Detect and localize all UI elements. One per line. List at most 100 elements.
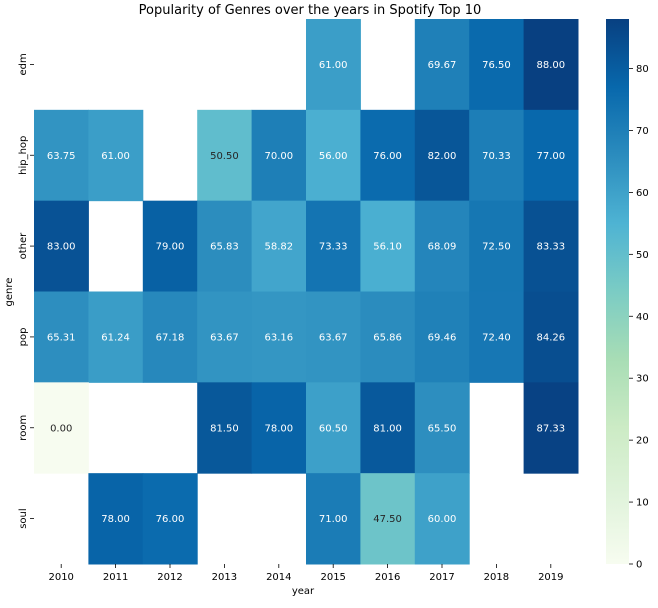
y-tick-label: pop: [18, 328, 29, 347]
heatmap-cell: [360, 200, 416, 292]
heatmap-cell: [251, 291, 307, 383]
heatmap-cell-labels: 61.00 69.67 76.50 88.00 63.75 61.00 50.50 70.00…: [47, 60, 565, 525]
x-tick-label: 2010: [48, 572, 73, 583]
cell-value-label: 56.00: [319, 151, 348, 162]
y-tick-label: soul: [18, 508, 29, 528]
colorbar-ticks: 0 10 20 30 40 50 60 70 80: [629, 64, 649, 571]
cell-value-label: 65.31: [47, 332, 76, 343]
x-tick-label: 2011: [103, 572, 128, 583]
heatmap-cell: [197, 382, 253, 474]
x-tick-label: 2015: [320, 572, 345, 583]
cell-value-label: 78.00: [101, 514, 130, 525]
cell-value-label: 70.33: [482, 151, 511, 162]
cell-value-label: 65.83: [210, 242, 239, 253]
colorbar: [606, 19, 629, 564]
heatmap-cell: [34, 291, 89, 383]
colorbar-tick-label: 0: [636, 560, 642, 571]
cell-value-label: 63.67: [210, 332, 239, 343]
heatmap-cell: [142, 291, 198, 383]
heatmap-cell: [414, 382, 470, 474]
cell-value-label: 70.00: [264, 151, 293, 162]
cell-value-label: 84.26: [536, 332, 565, 343]
cell-value-label: 87.33: [536, 423, 565, 434]
cell-value-label: 68.09: [428, 242, 457, 253]
cell-value-label: 72.40: [482, 332, 511, 343]
chart-title: Popularity of Genres over the years in S…: [139, 3, 482, 18]
cell-value-label: 79.00: [156, 242, 185, 253]
x-axis: 2010 2011 2012 2013 2014 2015 2016 2017 2018 2019: [48, 564, 564, 583]
heatmap-cell: [523, 19, 579, 111]
cell-value-label: 71.00: [319, 514, 348, 525]
cell-value-label: 63.16: [264, 332, 293, 343]
heatmap-cell: [523, 382, 579, 474]
heatmap-cell: [360, 109, 416, 202]
colorbar-tick-label: 20: [636, 436, 649, 447]
cell-value-label: 58.82: [264, 242, 293, 253]
heatmap-cell: [88, 291, 144, 383]
cell-value-label: 81.50: [210, 423, 239, 434]
heatmap-cell: [251, 200, 307, 292]
cell-value-label: 76.00: [156, 514, 185, 525]
colorbar-tick-label: 70: [636, 126, 649, 137]
y-tick-label: room: [18, 415, 29, 441]
colorbar-tick-label: 60: [636, 188, 649, 199]
cell-value-label: 60.00: [428, 514, 457, 525]
x-axis-label: year: [292, 586, 315, 597]
heatmap-cell: [306, 19, 361, 111]
heatmap-cell: [197, 291, 253, 383]
cell-value-label: 60.50: [319, 423, 348, 434]
x-tick-label: 2012: [157, 572, 182, 583]
heatmap-cell: [469, 19, 525, 111]
colorbar-tick-label: 50: [636, 250, 649, 261]
cell-value-label: 50.50: [210, 151, 239, 162]
heatmap-cell: [34, 200, 89, 292]
cell-value-label: 83.33: [536, 242, 565, 253]
cell-value-label: 67.18: [156, 332, 185, 343]
heatmap-cell: [414, 200, 470, 292]
heatmap-cell: [360, 382, 416, 474]
cell-value-label: 73.33: [319, 242, 348, 253]
heatmap-cell: [88, 109, 144, 202]
x-tick-label: 2018: [484, 572, 509, 583]
cell-value-label: 69.67: [428, 60, 457, 71]
heatmap-cell: [306, 473, 361, 565]
heatmap-cell: [414, 291, 470, 383]
heatmap-cell: [414, 19, 470, 111]
heatmap-cell: [142, 200, 198, 292]
heatmap-cell: [142, 473, 198, 565]
heatmap-cell: [414, 109, 470, 202]
x-tick-label: 2017: [429, 572, 454, 583]
cell-value-label: 88.00: [536, 60, 565, 71]
heatmap-cell: [306, 200, 361, 292]
heatmap-cell: [523, 291, 579, 383]
heatmap-cell: [197, 200, 253, 292]
heatmap-cell: [360, 473, 416, 565]
heatmap-cell: [523, 200, 579, 292]
cell-value-label: 76.50: [482, 60, 511, 71]
heatmap-cell: [34, 382, 89, 474]
y-tick-label: edm: [18, 53, 29, 75]
cell-value-label: 69.46: [428, 332, 457, 343]
heatmap-cell: [306, 291, 361, 383]
colorbar-tick-label: 10: [636, 498, 649, 509]
cell-value-label: 61.00: [101, 151, 130, 162]
cell-value-label: 65.86: [373, 332, 402, 343]
heatmap-cell: [469, 200, 525, 292]
x-tick-label: 2016: [375, 572, 400, 583]
cell-value-label: 78.00: [264, 423, 293, 434]
cell-value-label: 56.10: [373, 242, 402, 253]
cell-value-label: 76.00: [373, 151, 402, 162]
cell-value-label: 63.75: [47, 151, 76, 162]
x-tick-label: 2013: [212, 572, 237, 583]
heatmap-cell: [88, 473, 144, 565]
cell-value-label: 72.50: [482, 242, 511, 253]
heatmap-cell: [197, 109, 253, 202]
colorbar-tick-label: 30: [636, 374, 649, 385]
heatmap-cell: [306, 109, 361, 202]
heatmap-cell: [251, 109, 307, 202]
cell-value-label: 47.50: [373, 514, 402, 525]
cell-value-label: 81.00: [373, 423, 402, 434]
heatmap-cell: [469, 291, 525, 383]
